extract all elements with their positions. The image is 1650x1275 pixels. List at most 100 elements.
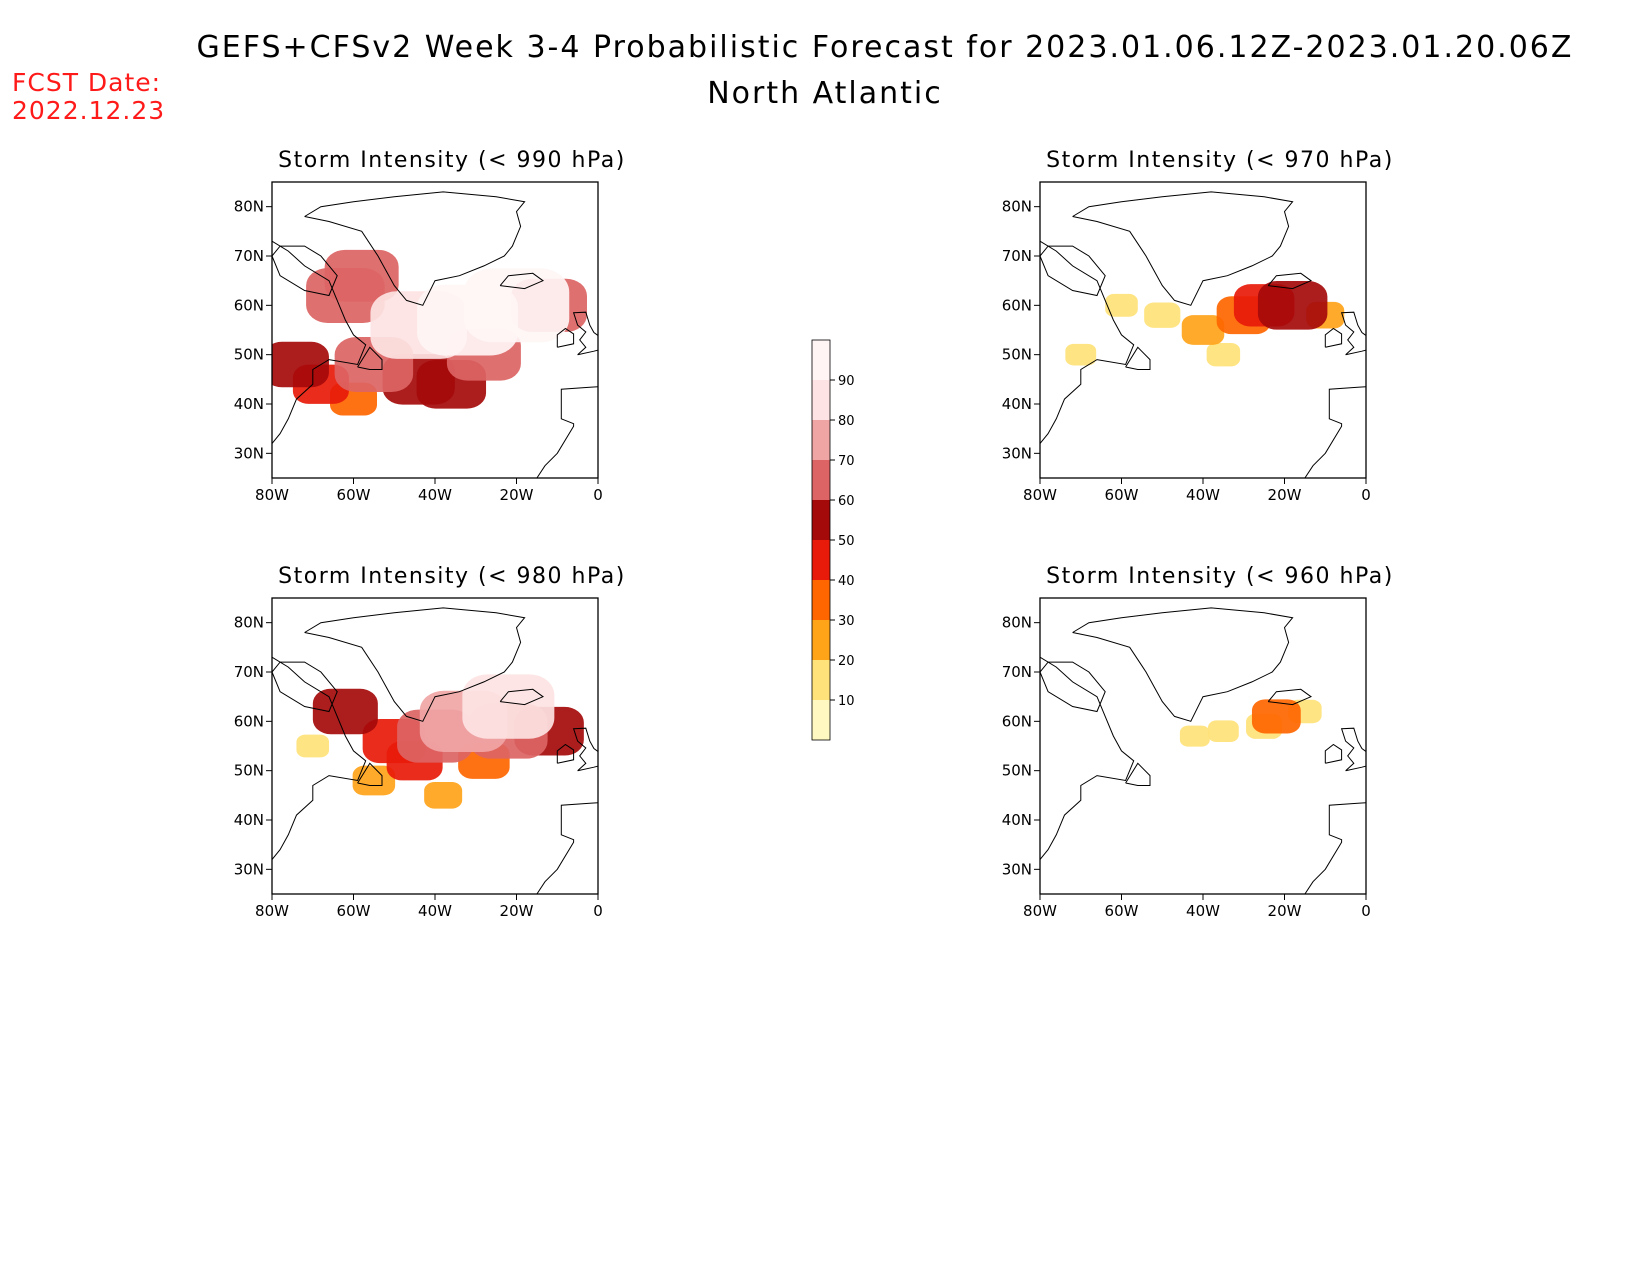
- coastline: [1125, 346, 1151, 370]
- coastline: [536, 386, 598, 478]
- lat-tick-label: 60N: [234, 296, 264, 314]
- lat-tick-label: 30N: [234, 444, 264, 462]
- probability-cell: [1206, 342, 1241, 367]
- panel-title: Storm Intensity (< 980 hPa): [278, 564, 626, 589]
- lon-tick-label: 80W: [255, 486, 289, 504]
- coastline: [1324, 327, 1343, 348]
- coastline: [1040, 661, 1106, 713]
- panel-960-hpa: Storm Intensity (< 960 hPa) 80W 60W 40W 20W…: [1002, 564, 1420, 964]
- main-title: GEFS+CFSv2 Week 3-4 Probabilistic Foreca…: [196, 30, 1574, 65]
- lat-tick-label: 50N: [234, 346, 264, 364]
- coastline: [499, 272, 545, 290]
- coastline: [1040, 245, 1106, 297]
- coastline: [1267, 688, 1313, 706]
- colorbar-label: 60: [838, 494, 855, 509]
- coastline: [1267, 272, 1313, 290]
- coastline: [556, 327, 575, 348]
- colorbar-segment: [812, 540, 830, 580]
- colorbar-segment: [812, 340, 830, 380]
- coastline: [1340, 311, 1366, 356]
- lon-tick-label: 80W: [1023, 902, 1057, 920]
- coastline: [272, 661, 338, 713]
- lon-tick-label: 40W: [418, 486, 452, 504]
- fcst-date-value: 2022.12.23: [12, 96, 166, 125]
- coastline: [572, 311, 598, 356]
- panel-980-hpa: Storm Intensity (< 980 hPa) 80W 60W 40W 20W…: [234, 564, 652, 964]
- lat-tick-label: 30N: [1002, 860, 1032, 878]
- coastline: [556, 743, 575, 764]
- lat-tick-label: 30N: [234, 860, 264, 878]
- map-svg: 80W 60W 40W 20W 0 80N 70N 60N 50N 40N 30N: [234, 597, 603, 920]
- probability-cell: [1207, 720, 1239, 742]
- probability-cell: [296, 734, 330, 758]
- lat-tick-label: 70N: [1002, 663, 1032, 681]
- lat-tick-label: 60N: [1002, 296, 1032, 314]
- lat-tick-label: 80N: [1002, 198, 1032, 216]
- lon-tick-label: 20W: [500, 902, 534, 920]
- lon-tick-label: 0: [1361, 486, 1371, 504]
- colorbar-segment: [812, 500, 830, 540]
- coastline: [1304, 386, 1366, 478]
- lon-tick-label: 0: [593, 902, 603, 920]
- colorbar-segment: [812, 580, 830, 620]
- probability-cell: [462, 674, 555, 739]
- colorbar-segment: [812, 620, 830, 660]
- colorbar-segment: [812, 460, 830, 500]
- coastline: [536, 802, 598, 894]
- probability-cell: [1144, 302, 1181, 328]
- lon-tick-label: 60W: [337, 486, 371, 504]
- lat-tick-label: 60N: [234, 712, 264, 730]
- lat-tick-label: 70N: [234, 663, 264, 681]
- probability-cell: [1181, 315, 1225, 345]
- probability-cell: [463, 268, 570, 343]
- lon-tick-label: 60W: [1105, 902, 1139, 920]
- fcst-date-label: FCST Date:: [12, 68, 162, 97]
- colorbar-label: 40: [838, 574, 855, 589]
- colorbar-label: 30: [838, 614, 855, 629]
- lat-tick-label: 80N: [234, 198, 264, 216]
- coastline: [572, 727, 598, 772]
- coastline: [1324, 743, 1343, 764]
- colorbar-label: 70: [838, 454, 855, 469]
- lat-tick-label: 40N: [1002, 811, 1032, 829]
- lat-tick-label: 30N: [1002, 444, 1032, 462]
- map-svg: 80W 60W 40W 20W 0 80N 70N 60N 50N 40N 30N: [1002, 597, 1371, 920]
- coastline: [357, 762, 383, 786]
- coastline: [304, 191, 526, 306]
- colorbar-segment: [812, 380, 830, 420]
- coastline: [1304, 802, 1366, 894]
- probability-colorbar: 10 20 30 40 50 60 70 80 90: [811, 339, 855, 741]
- probability-cell: [1251, 699, 1301, 734]
- coastline: [1072, 607, 1294, 722]
- map-svg: 80W 60W 40W 20W 0 80N 70N 60N 50N 40N 30N: [1002, 181, 1371, 504]
- lon-tick-label: 40W: [1186, 902, 1220, 920]
- coastline: [272, 240, 367, 444]
- probability-cell: [306, 267, 385, 323]
- map-svg: 80W 60W 40W 20W 0 80N 70N 60N 50N 40N 30N: [234, 181, 603, 504]
- lat-tick-label: 80N: [1002, 614, 1032, 632]
- lat-tick-label: 50N: [1002, 762, 1032, 780]
- colorbar-label: 90: [838, 374, 855, 389]
- lon-tick-label: 40W: [418, 902, 452, 920]
- lon-tick-label: 0: [1361, 902, 1371, 920]
- lat-tick-label: 70N: [1002, 247, 1032, 265]
- colorbar-segment: [812, 700, 830, 740]
- lat-tick-label: 50N: [234, 762, 264, 780]
- probability-cell: [1105, 293, 1138, 317]
- lon-tick-label: 60W: [337, 902, 371, 920]
- probability-cell: [312, 688, 378, 735]
- probability-cell: [1179, 725, 1210, 747]
- probability-cell: [1257, 281, 1328, 330]
- coastline: [357, 346, 383, 370]
- coastline: [499, 688, 545, 706]
- lat-tick-label: 40N: [234, 811, 264, 829]
- lat-tick-label: 50N: [1002, 346, 1032, 364]
- lat-tick-label: 40N: [1002, 395, 1032, 413]
- colorbar-label: 80: [838, 414, 855, 429]
- lon-tick-label: 0: [593, 486, 603, 504]
- lon-tick-label: 20W: [500, 486, 534, 504]
- coastline: [1072, 191, 1294, 306]
- panel-title: Storm Intensity (< 960 hPa): [1046, 564, 1394, 589]
- lon-tick-label: 80W: [1023, 486, 1057, 504]
- lat-tick-label: 60N: [1002, 712, 1032, 730]
